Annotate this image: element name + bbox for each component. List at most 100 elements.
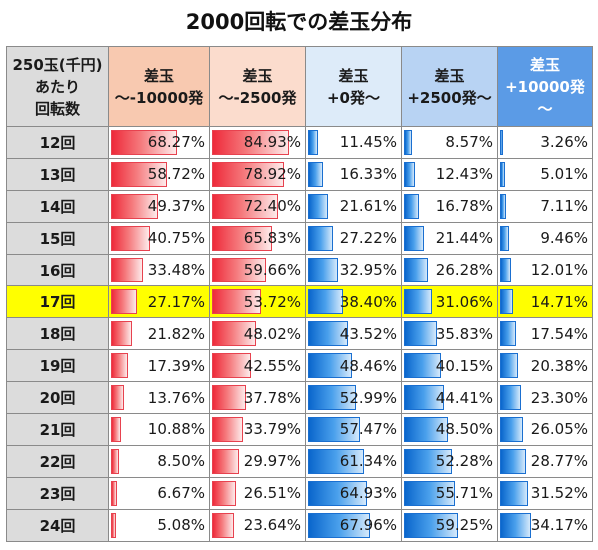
column-header-line: +0発～ (326, 88, 380, 107)
column-header-line: 差玉 (529, 55, 560, 74)
value-cell: 31.52% (497, 476, 593, 510)
value-cell: 48.46% (305, 349, 402, 383)
value-label: 33.48% (147, 261, 205, 279)
value-bar (404, 257, 428, 283)
row-label: 15回 (6, 221, 109, 255)
value-cell: 72.40% (209, 189, 306, 223)
value-label: 33.79% (243, 420, 301, 439)
table-row: 20回 13.76% 37.78% 52.99% 44.41% 23.30% (6, 381, 593, 415)
value-cell: 5.08% (108, 508, 210, 542)
value-label: 12.43% (435, 165, 493, 184)
value-bar (308, 289, 343, 315)
value-bar (308, 161, 323, 187)
value-cell: 67.96% (305, 508, 402, 542)
value-label: 35.83% (435, 324, 493, 343)
value-label: 7.11% (540, 197, 588, 216)
value-label: 31.52% (530, 484, 588, 503)
column-header-line: 差玉 (434, 66, 465, 85)
value-bar (308, 385, 357, 411)
value-bar (111, 512, 116, 538)
value-bar (404, 321, 437, 347)
value-cell: 40.75% (108, 221, 210, 255)
value-cell: 26.51% (209, 476, 306, 510)
value-label: 48.46% (339, 356, 397, 375)
value-label: 52.99% (339, 388, 397, 407)
value-label: 65.83% (243, 229, 301, 248)
value-cell: 31.06% (401, 285, 498, 319)
value-bar (500, 480, 529, 506)
value-cell: 58.72% (108, 157, 210, 191)
value-bar (308, 448, 364, 474)
row-label: 24回 (6, 508, 109, 542)
value-bar (111, 193, 159, 219)
row-label: 16回 (6, 253, 109, 287)
value-cell: 16.33% (305, 157, 402, 191)
value-label: 20.38% (530, 356, 588, 375)
value-bar (308, 353, 353, 379)
value-bar (111, 417, 122, 442)
value-cell: 23.64% (209, 508, 306, 542)
value-cell: 33.48% (108, 253, 210, 287)
value-label: 57.47% (339, 420, 397, 439)
value-cell: 3.26% (497, 126, 593, 159)
value-bar (111, 385, 125, 411)
value-bar (212, 130, 290, 155)
value-cell: 38.40% (305, 285, 402, 319)
table-row: 17回 27.17% 53.72% 38.40% 31.06% 14.71% (6, 285, 593, 319)
value-bar (111, 448, 120, 474)
value-cell: 68.27% (108, 126, 210, 159)
value-label: 21.82% (147, 324, 205, 343)
value-bar (404, 193, 420, 219)
value-label: 21.44% (435, 229, 493, 248)
column-header: 差玉 +2500発～ (401, 46, 498, 127)
value-label: 27.22% (339, 229, 397, 248)
corner-header-line: 回転数 (34, 99, 80, 118)
value-label: 5.08% (157, 516, 205, 535)
value-label: 16.33% (339, 165, 397, 184)
row-label: 12回 (6, 126, 109, 159)
value-label: 72.40% (243, 197, 301, 216)
value-label: 26.28% (435, 261, 493, 279)
table-row: 16回 33.48% 59.66% 32.95% 26.28% 12.01% (6, 253, 593, 287)
value-label: 49.37% (147, 197, 205, 216)
value-cell: 11.45% (305, 126, 402, 159)
value-label: 52.28% (435, 452, 493, 471)
distribution-table: 250玉(千円) あたり 回転数 差玉 ～-10000発 差玉 ～-2500発 … (6, 46, 593, 542)
row-label: 23回 (6, 476, 109, 510)
table-row: 24回 5.08% 23.64% 67.96% 59.25% 34.17% (6, 508, 593, 542)
value-label: 14.71% (530, 292, 588, 311)
value-bar (404, 512, 458, 538)
column-header: 差玉 +10000発～ (497, 46, 593, 127)
value-bar (404, 161, 416, 187)
value-cell: 78.92% (209, 157, 306, 191)
value-cell: 26.05% (497, 413, 593, 446)
value-cell: 49.37% (108, 189, 210, 223)
value-cell: 37.78% (209, 381, 306, 415)
value-bar (404, 480, 455, 506)
value-bar (111, 130, 177, 155)
value-label: 42.55% (243, 356, 301, 375)
value-bar (212, 512, 234, 538)
value-cell: 14.71% (497, 285, 593, 319)
value-bar (212, 480, 237, 506)
value-label: 29.97% (243, 452, 301, 471)
header-row: 250玉(千円) あたり 回転数 差玉 ～-10000発 差玉 ～-2500発 … (6, 46, 593, 127)
value-cell: 55.71% (401, 476, 498, 510)
value-cell: 33.79% (209, 413, 306, 446)
value-bar (212, 289, 261, 315)
value-bar (308, 417, 361, 442)
value-label: 84.93% (243, 133, 301, 152)
value-bar (500, 193, 507, 219)
value-cell: 52.99% (305, 381, 402, 415)
value-label: 43.52% (339, 324, 397, 343)
value-bar (111, 353, 128, 379)
value-label: 48.50% (435, 420, 493, 439)
value-cell: 34.17% (497, 508, 593, 542)
value-bar (404, 417, 449, 442)
value-cell: 27.17% (108, 285, 210, 319)
value-label: 27.17% (147, 292, 205, 311)
value-cell: 13.76% (108, 381, 210, 415)
value-cell: 10.88% (108, 413, 210, 446)
value-label: 8.50% (157, 452, 205, 471)
value-cell: 52.28% (401, 444, 498, 478)
